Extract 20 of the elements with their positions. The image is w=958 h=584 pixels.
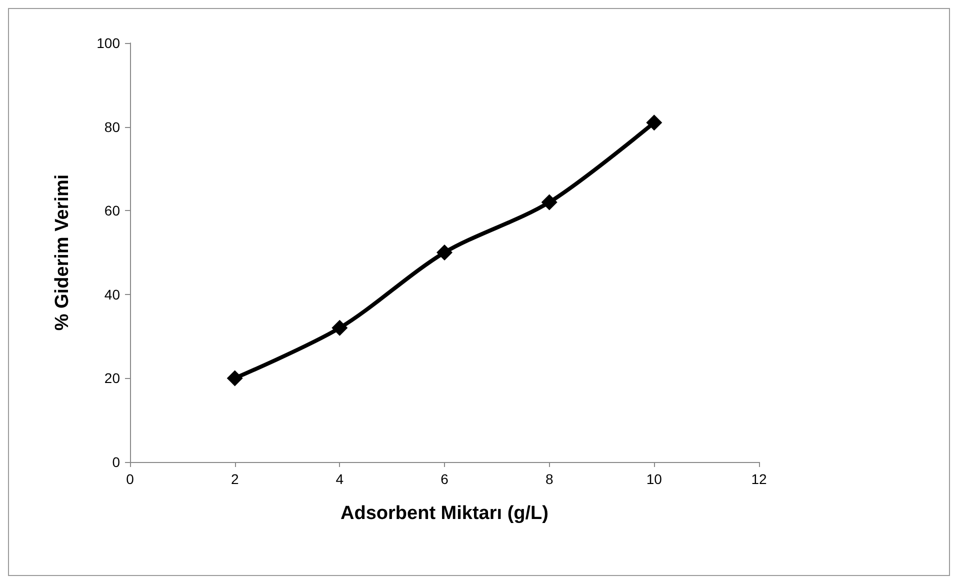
x-tick-label: 12 [751, 471, 767, 487]
point [436, 244, 452, 260]
y-tick-label: 0 [112, 454, 120, 470]
point [332, 320, 348, 336]
y-axis-title: % Giderim Verimi [52, 174, 73, 331]
x-tick-label: 0 [126, 471, 134, 487]
y-tick-label: 40 [104, 286, 120, 302]
y-tick-label: 100 [96, 35, 120, 51]
x-tick-label: 4 [336, 471, 344, 487]
point [541, 194, 558, 210]
x-tick-label: 8 [545, 471, 554, 487]
x-axis-title: Adsorbent Miktarı (g/L) [340, 503, 548, 524]
y-tick-label: 80 [104, 118, 120, 135]
y-tick-label: 20 [104, 370, 120, 386]
x-tick-label: 10 [646, 471, 662, 487]
point [226, 370, 243, 386]
point [646, 114, 662, 131]
x-tick-label: 2 [230, 471, 239, 487]
x-tick-label: 6 [440, 471, 449, 487]
y-tick-label: 60 [104, 202, 120, 219]
